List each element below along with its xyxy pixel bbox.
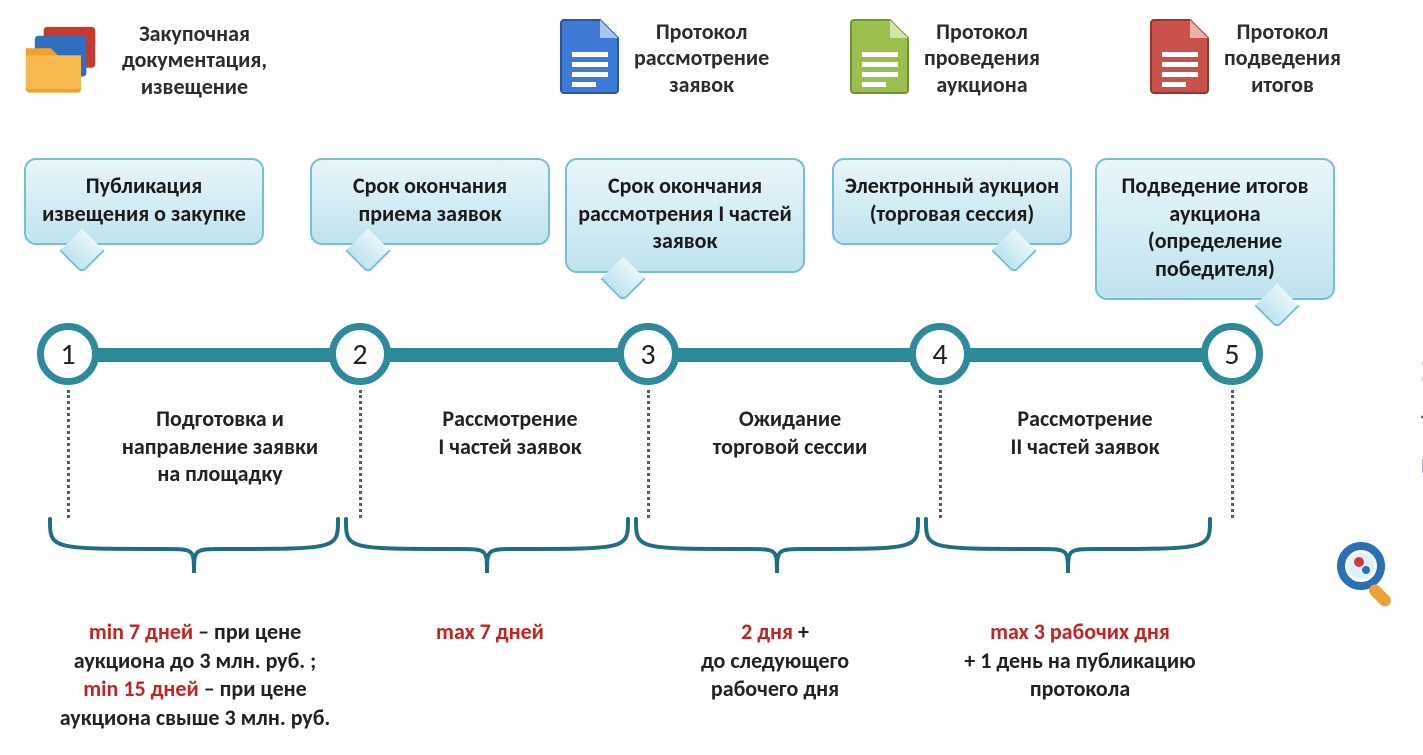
step-callout: Срок окончания приема заявок [310,158,550,245]
file-icon [1150,18,1212,99]
timeline-node: 4 [909,323,971,385]
magnifier-icon [1335,540,1405,615]
node-dash [647,390,650,518]
doc-item: Протокол проведения аукциона [850,18,1040,99]
node-dash [939,390,942,518]
folders-icon [20,18,110,103]
brace [46,515,342,590]
node-dash [1231,390,1234,518]
duration-note: max 3 рабочих дня+ 1 день на публикациюп… [920,618,1240,704]
node-dash [67,390,70,518]
step-callout: Электронный аукцион (торговая сессия) [832,158,1072,245]
step-callout: Срок окончания рассмотрения I частей зая… [565,158,805,273]
segment-label: Рассмотрение II частей заявок [955,405,1215,460]
duration-note: max 7 дней [380,618,600,647]
watermark: Tender20.ru [1413,320,1423,474]
doc-item: Протокол подведения итогов [1150,18,1341,99]
brace [922,515,1214,590]
step-callout: Публикация извещения о закупке [24,158,264,245]
doc-label: Протокол рассмотрение заявок [634,19,769,98]
timeline-node: 1 [37,323,99,385]
brace [342,515,632,590]
segment-label: Подготовка и направление заявки на площа… [90,405,350,488]
doc-label: Закупочная документация, извещение [122,21,267,100]
step-callout: Подведение итогов аукциона (определение … [1095,158,1335,300]
segment-label: Рассмотрение I частей заявок [380,405,640,460]
doc-label: Протокол подведения итогов [1224,19,1341,98]
doc-label: Протокол проведения аукциона [924,19,1040,98]
brace [632,515,922,590]
file-icon [560,18,622,99]
duration-note: min 7 дней – при ценеаукциона до 3 млн. … [30,618,360,732]
doc-item: Протокол рассмотрение заявок [560,18,769,99]
timeline-node: 5 [1201,323,1263,385]
segment-label: Ожидание торговой сессии [660,405,920,460]
file-icon [850,18,912,99]
doc-item: Закупочная документация, извещение [20,18,267,103]
node-dash [359,390,362,518]
duration-note: 2 дня +до следующегорабочего дня [610,618,940,704]
timeline-node: 3 [617,323,679,385]
doc-row: Закупочная документация, извещение Прото… [0,18,1423,118]
timeline-node: 2 [329,323,391,385]
